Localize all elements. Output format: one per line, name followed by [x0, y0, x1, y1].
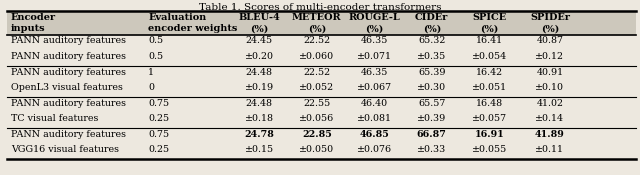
Text: 16.41: 16.41 — [476, 37, 503, 46]
Text: ROUGE-L
(%): ROUGE-L (%) — [348, 13, 400, 33]
Bar — [7, 11, 636, 35]
Text: PANN auditory features: PANN auditory features — [11, 37, 126, 46]
Text: 0.75: 0.75 — [148, 130, 170, 139]
Text: 46.40: 46.40 — [361, 99, 388, 107]
Text: 0.25: 0.25 — [148, 145, 170, 154]
Text: 22.52: 22.52 — [303, 37, 330, 46]
Text: PANN auditory features: PANN auditory features — [11, 130, 126, 139]
Text: METEOR
(%): METEOR (%) — [292, 13, 342, 33]
Text: ±0.056: ±0.056 — [299, 114, 335, 123]
Text: PANN auditory features: PANN auditory features — [11, 68, 126, 76]
Text: ±0.051: ±0.051 — [472, 83, 507, 92]
Text: 24.48: 24.48 — [246, 68, 273, 76]
Text: PANN auditory features: PANN auditory features — [11, 99, 126, 107]
Text: 0.5: 0.5 — [148, 37, 163, 46]
Text: ±0.15: ±0.15 — [244, 145, 274, 154]
Text: 22.52: 22.52 — [303, 68, 330, 76]
Text: 22.85: 22.85 — [302, 130, 332, 139]
Text: 41.02: 41.02 — [536, 99, 563, 107]
Text: ±0.14: ±0.14 — [536, 114, 564, 123]
Text: PANN auditory features: PANN auditory features — [11, 52, 126, 61]
Text: 46.35: 46.35 — [360, 37, 388, 46]
Text: 65.32: 65.32 — [418, 37, 445, 46]
Text: ±0.060: ±0.060 — [300, 52, 334, 61]
Text: 0.5: 0.5 — [148, 52, 163, 61]
Text: 16.48: 16.48 — [476, 99, 503, 107]
Text: ±0.33: ±0.33 — [417, 145, 446, 154]
Text: 24.48: 24.48 — [246, 99, 273, 107]
Text: ±0.11: ±0.11 — [536, 145, 564, 154]
Text: 65.39: 65.39 — [418, 68, 445, 76]
Text: ±0.19: ±0.19 — [244, 83, 274, 92]
Text: ±0.35: ±0.35 — [417, 52, 446, 61]
Text: 16.91: 16.91 — [474, 130, 504, 139]
Text: ±0.054: ±0.054 — [472, 52, 507, 61]
Text: ±0.052: ±0.052 — [300, 83, 334, 92]
Text: TC visual features: TC visual features — [11, 114, 99, 123]
Text: 46.85: 46.85 — [360, 130, 389, 139]
Text: 0.75: 0.75 — [148, 99, 170, 107]
Text: ±0.076: ±0.076 — [356, 145, 392, 154]
Text: 66.87: 66.87 — [417, 130, 447, 139]
Text: ±0.30: ±0.30 — [417, 83, 446, 92]
Text: 24.78: 24.78 — [244, 130, 275, 139]
Text: SPIDEr
(%): SPIDEr (%) — [530, 13, 570, 33]
Text: 46.35: 46.35 — [360, 68, 388, 76]
Text: BLEU-4
(%): BLEU-4 (%) — [239, 13, 280, 33]
Text: ±0.39: ±0.39 — [417, 114, 446, 123]
Text: 0: 0 — [148, 83, 154, 92]
Text: VGG16 visual features: VGG16 visual features — [11, 145, 119, 154]
Text: SPICE
(%): SPICE (%) — [472, 13, 506, 33]
Text: ±0.12: ±0.12 — [536, 52, 564, 61]
Text: 40.91: 40.91 — [536, 68, 563, 76]
Text: 65.57: 65.57 — [418, 99, 445, 107]
Text: 0.25: 0.25 — [148, 114, 170, 123]
Text: Encoder
inputs: Encoder inputs — [11, 13, 56, 33]
Text: ±0.071: ±0.071 — [356, 52, 392, 61]
Text: ±0.081: ±0.081 — [356, 114, 392, 123]
Text: 22.55: 22.55 — [303, 99, 330, 107]
Text: Evaluation
encoder weights: Evaluation encoder weights — [148, 13, 237, 33]
Text: ±0.055: ±0.055 — [472, 145, 507, 154]
Text: OpenL3 visual features: OpenL3 visual features — [11, 83, 123, 92]
Text: CIDEr
(%): CIDEr (%) — [415, 13, 449, 33]
Text: 16.42: 16.42 — [476, 68, 503, 76]
Text: ±0.18: ±0.18 — [245, 114, 274, 123]
Text: ±0.067: ±0.067 — [356, 83, 392, 92]
Text: ±0.20: ±0.20 — [245, 52, 274, 61]
Text: 40.87: 40.87 — [536, 37, 563, 46]
Text: 41.89: 41.89 — [535, 130, 564, 139]
Text: 24.45: 24.45 — [246, 37, 273, 46]
Text: ±0.050: ±0.050 — [300, 145, 334, 154]
Text: ±0.10: ±0.10 — [536, 83, 564, 92]
Text: ±0.057: ±0.057 — [472, 114, 507, 123]
Text: Table 1. Scores of multi-encoder transformers: Table 1. Scores of multi-encoder transfo… — [199, 3, 441, 12]
Text: 1: 1 — [148, 68, 154, 76]
